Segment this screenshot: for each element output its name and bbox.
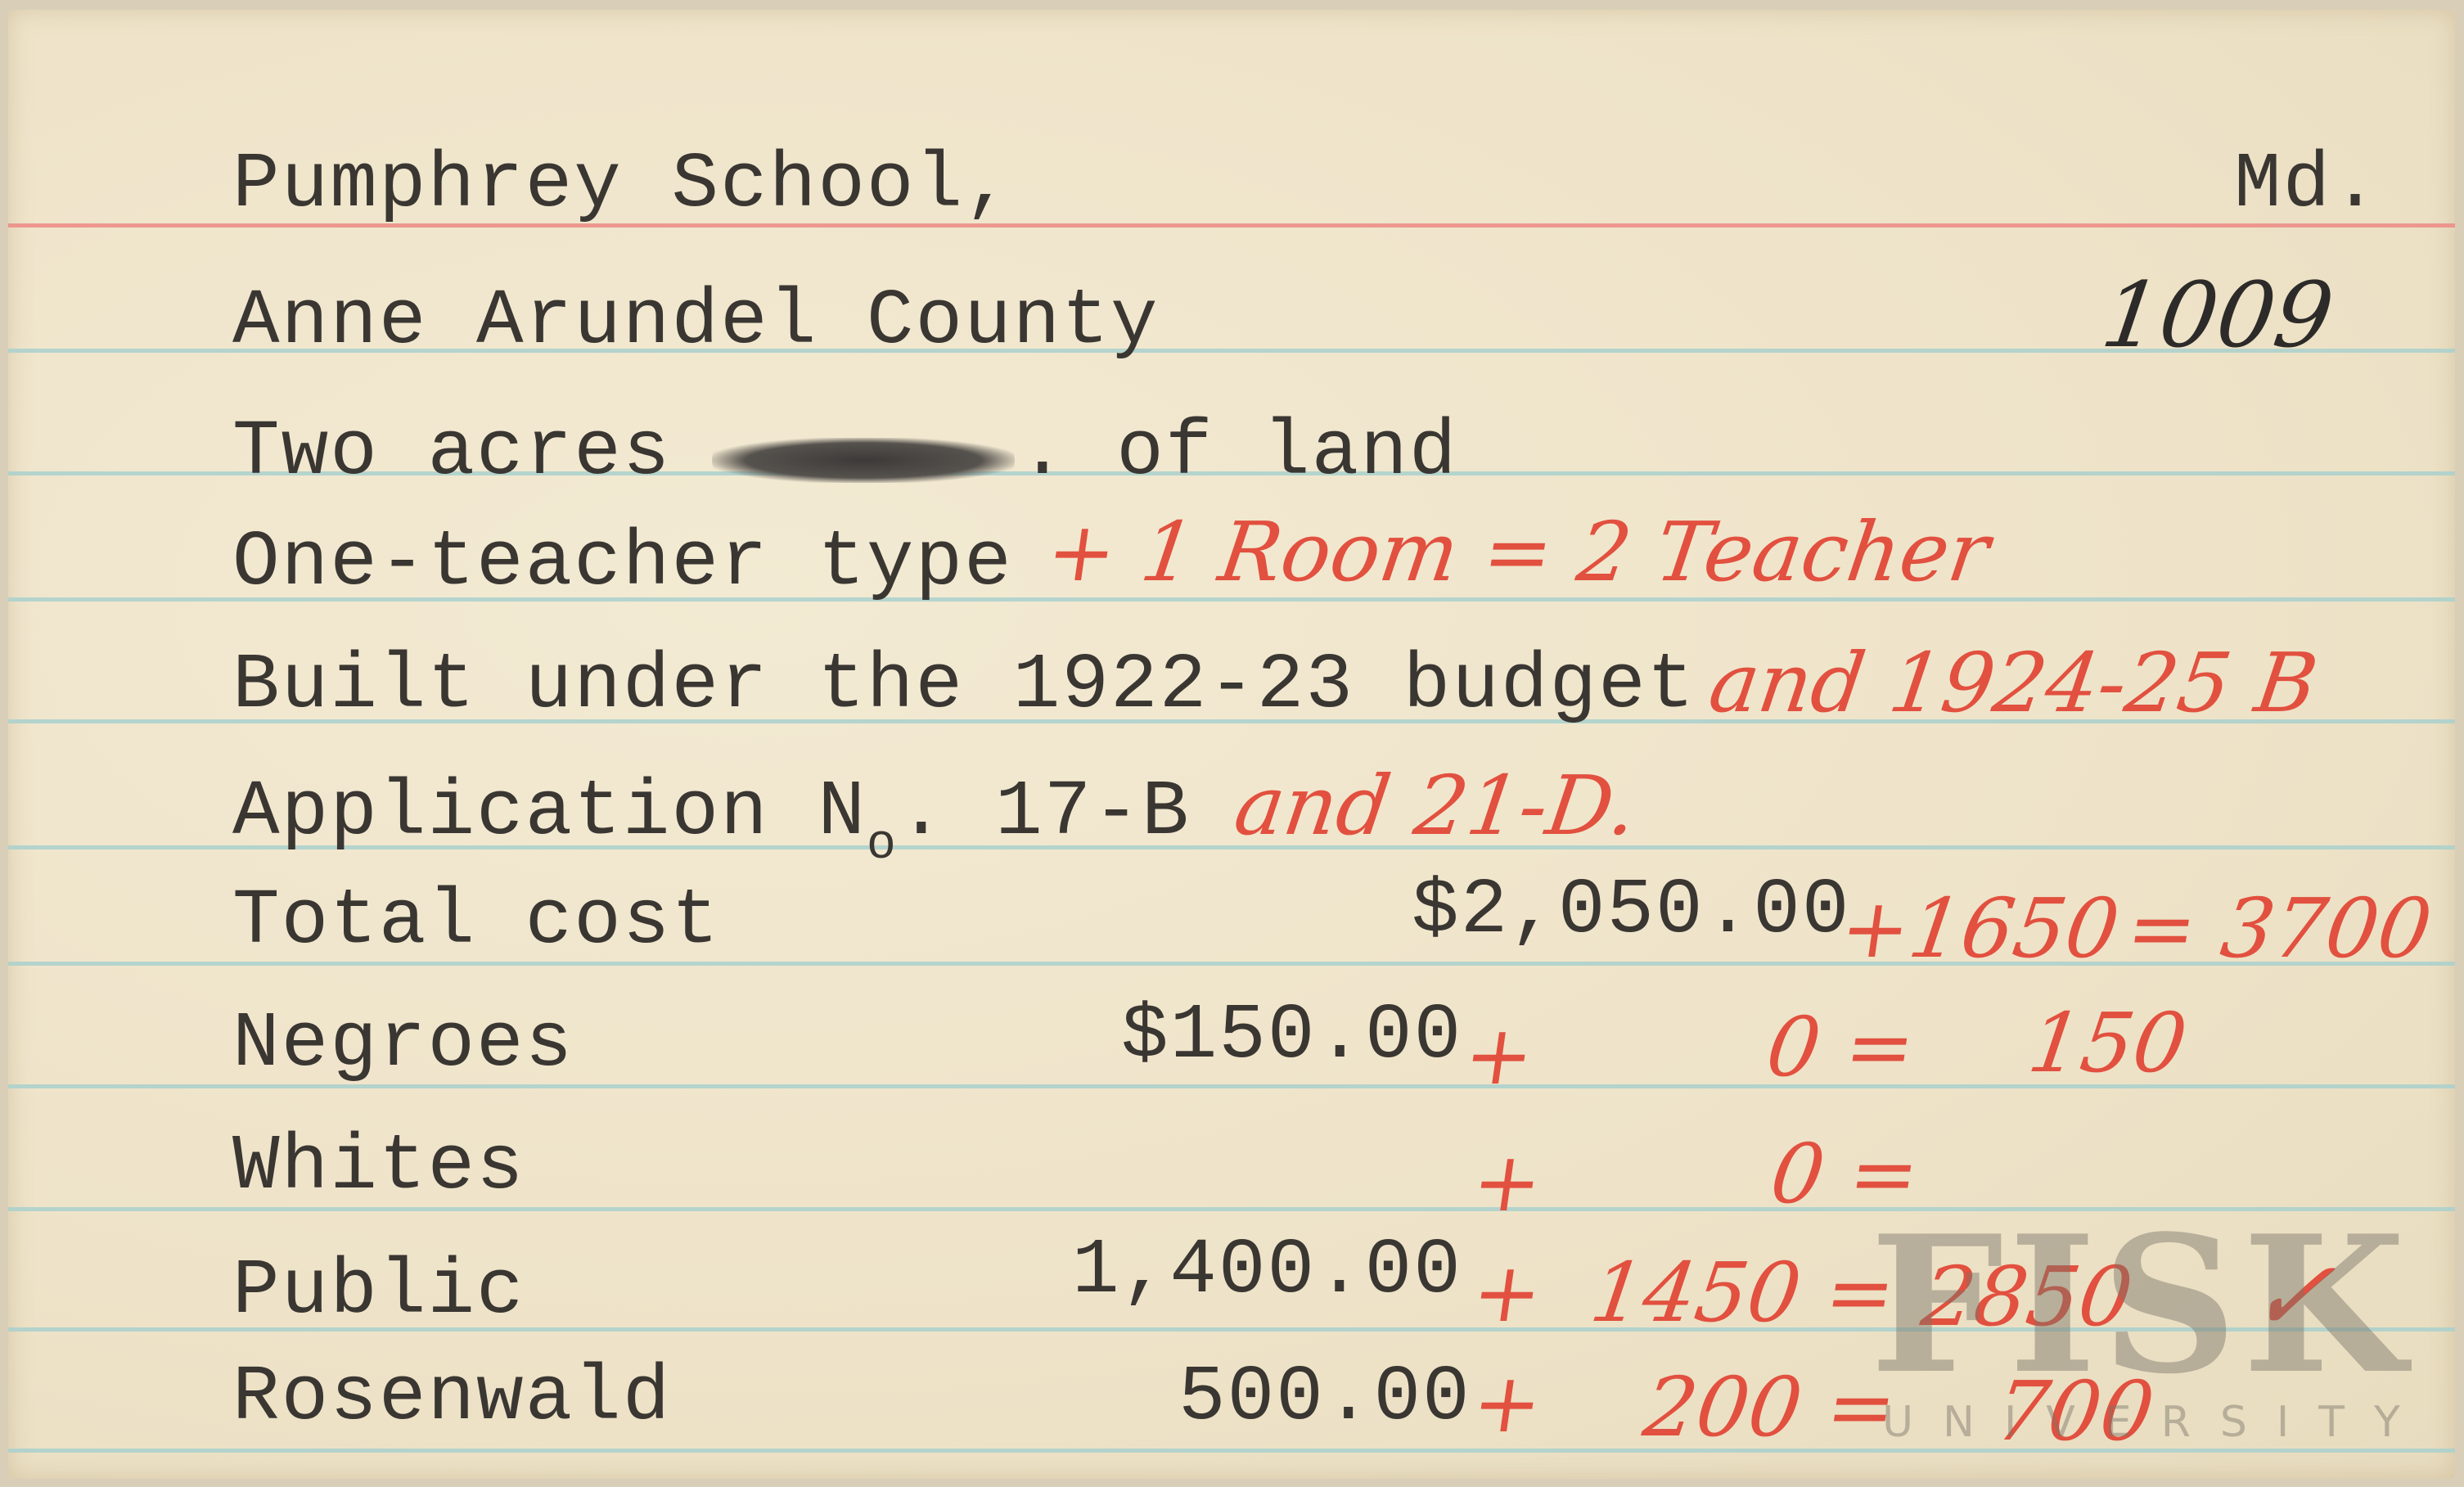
total-cost-amount: $2,050.00 xyxy=(1412,866,1851,955)
total-cost-added: +1650 xyxy=(1834,881,2125,976)
budget-line: Built under the 1922-23 budget xyxy=(232,641,1696,730)
ruled-line xyxy=(8,471,2455,475)
public-amount: 1,400.00 xyxy=(1072,1226,1462,1315)
state: Md. xyxy=(2234,140,2381,229)
total-cost-sum: = 3700 xyxy=(2120,881,2438,976)
application-annotation: and 21-D. xyxy=(1228,758,1643,854)
ruled-line xyxy=(8,1207,2455,1211)
application-number: Application No. 17-B xyxy=(232,773,1191,871)
total-cost-label: Total cost xyxy=(232,876,721,966)
negroes-amount: $150.00 xyxy=(1121,991,1463,1080)
school-type: One-teacher type xyxy=(232,518,1013,607)
public-added: 1450 = xyxy=(1584,1245,1902,1341)
land-prefix: Two acres xyxy=(232,408,672,497)
ruled-line xyxy=(8,349,2455,353)
plus-sign: + xyxy=(1466,1245,1549,1341)
ruled-line xyxy=(8,1084,2455,1088)
erased-text-smudge xyxy=(712,438,1015,483)
plus-sign: + xyxy=(1466,1355,1549,1451)
type-annotation: + 1 Room = 2 Teacher xyxy=(1040,504,1995,600)
ruled-line xyxy=(8,1449,2455,1453)
ruled-line xyxy=(8,1327,2455,1332)
public-label: Public xyxy=(232,1246,525,1336)
land-suffix: . of land xyxy=(1019,408,1458,497)
school-name: Pumphrey School, xyxy=(232,140,1013,229)
ruled-line xyxy=(8,597,2455,602)
ruled-line xyxy=(8,719,2455,723)
plus-sign: + xyxy=(1466,1134,1549,1230)
application-label: Application N xyxy=(232,768,867,857)
negroes-added: 0 = xyxy=(1760,999,1921,1095)
application-value: . 17-B xyxy=(897,768,1191,857)
plus-sign: + xyxy=(1457,1007,1541,1103)
watermark-subtitle: UNIVERSITY xyxy=(1882,1398,2430,1447)
red-header-rule xyxy=(8,223,2455,228)
ruled-line xyxy=(8,845,2455,849)
rosenwald-label: Rosenwald xyxy=(232,1353,672,1442)
whites-label: Whites xyxy=(232,1122,525,1211)
watermark-logo: FISK xyxy=(1870,1195,2411,1416)
index-card xyxy=(8,10,2455,1479)
budget-annotation: and 1924-25 B xyxy=(1703,635,2323,731)
county: Anne Arundel County xyxy=(232,277,1160,366)
application-label-sub: o xyxy=(866,818,898,873)
ruled-line xyxy=(8,962,2455,966)
rosenwald-amount: 500.00 xyxy=(1178,1353,1471,1442)
card-number: 1009 xyxy=(2096,263,2340,367)
negroes-label: Negroes xyxy=(232,999,574,1088)
negroes-total: 150 xyxy=(2022,995,2193,1091)
rosenwald-added: 200 = xyxy=(1637,1359,1903,1455)
